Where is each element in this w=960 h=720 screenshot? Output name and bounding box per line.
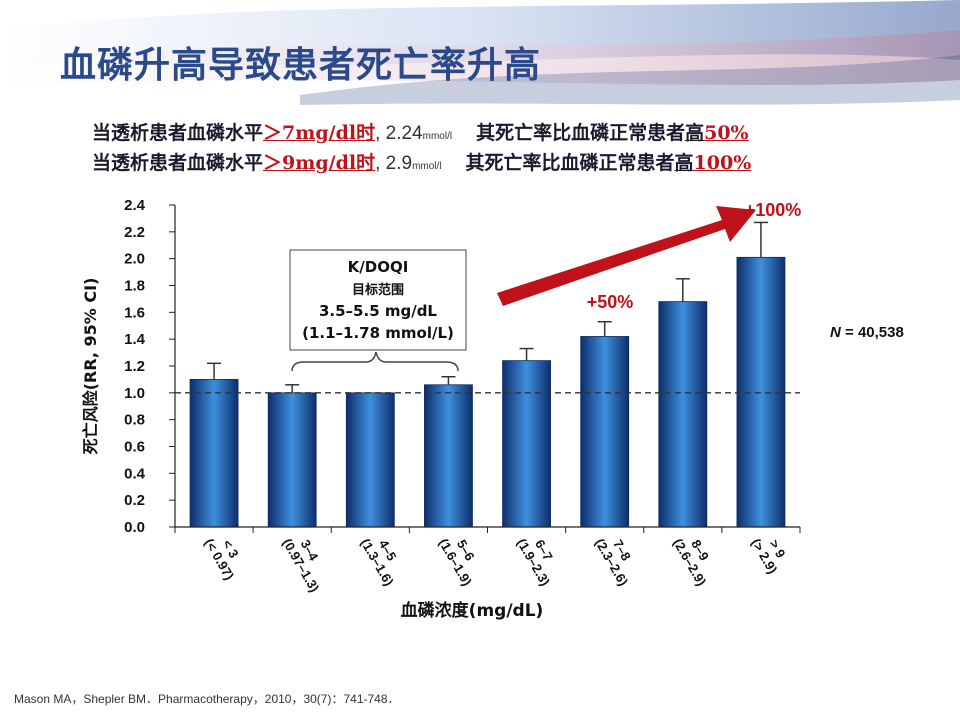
- statement-1-mmol: 2.24: [385, 123, 423, 144]
- statement-2-mmol: 2.9: [385, 153, 413, 174]
- statement-2: 当透析患者血磷水平＞9mg/dl时, 2.9mmol/l 其死亡率比血磷正常患者高…: [92, 148, 751, 175]
- y-tick-label: 1.2: [124, 358, 145, 375]
- trend-arrow: [497, 206, 756, 306]
- x-tick-label: 7–8(2.3–2.6): [592, 528, 644, 588]
- bar: [189, 379, 239, 528]
- y-tick-label: 1.6: [124, 304, 145, 321]
- header-wave-decoration: [0, 0, 960, 105]
- bar: [658, 301, 708, 528]
- statement-1-mmol-unit: mmol/l: [422, 131, 453, 142]
- statement-2-mmol-unit: mmol/l: [412, 161, 442, 172]
- label-plus100: +100%: [745, 200, 802, 220]
- y-tick-label: 0.0: [124, 519, 145, 536]
- statement-2-sep: ,: [375, 153, 381, 174]
- kdoqi-brace: [291, 351, 459, 372]
- kdoqi-box: [289, 249, 467, 351]
- x-axis-title: 血磷浓度(mg/dL): [401, 600, 544, 621]
- bar: [580, 336, 630, 528]
- y-tick-label: 2.4: [124, 197, 146, 214]
- statement-1-gao: 高: [685, 122, 705, 144]
- kdoqi-title: K/DOQI: [348, 258, 409, 276]
- bar: [502, 360, 551, 528]
- bar: [345, 392, 395, 528]
- statement-2-prefix: 当透析患者血磷水平: [92, 152, 264, 174]
- statement-2-threshold: ＞9mg/dl时: [263, 152, 376, 174]
- x-tick-label: > 9(> 2.9): [748, 528, 793, 576]
- sample-size-value: = 40,538: [841, 324, 904, 341]
- x-tick-label: 5–6(1.6–1.9): [436, 528, 488, 588]
- kdoqi-range-mmol: (1.1–1.78 mmol/L): [302, 324, 454, 342]
- statement-2-clause: 其死亡率比血磷正常患者: [465, 152, 675, 174]
- y-tick-label: 2.0: [124, 251, 145, 268]
- y-tick-label: 1.4: [124, 331, 146, 348]
- bar: [267, 392, 317, 528]
- y-tick-label: 0.4: [124, 465, 146, 482]
- statement-2-pct: 100%: [693, 152, 752, 174]
- y-axis-title: 死亡风险(RR, 95% CI): [81, 278, 100, 455]
- page-title: 血磷升高导致患者死亡率升高: [60, 45, 542, 86]
- y-tick-label: 1.0: [124, 385, 145, 402]
- sample-size-label: N = 40,538: [830, 324, 904, 341]
- x-tick-label: < 3(< 0.97): [201, 528, 250, 582]
- statement-1-threshold: ＞7mg/dl时: [263, 122, 376, 144]
- y-tick-label: 0.6: [124, 439, 145, 456]
- statement-1-pct: 50%: [704, 122, 749, 144]
- x-tick-label: 4–5(1.3–1.6): [358, 528, 410, 588]
- x-tick-label: 3–4(0.97–1.3): [280, 528, 336, 594]
- kdoqi-range-mg: 3.5–5.5 mg/dL: [319, 302, 437, 320]
- statement-1-prefix: 当透析患者血磷水平: [92, 122, 264, 144]
- label-plus50: +50%: [587, 292, 634, 312]
- x-tick-label: 8–9(2.6–2.9): [670, 528, 722, 588]
- bar-chart: 0.0 0.2 0.4 0.6 0.8 1.0 1.2 1.4 1.6 1.8 2.0 2.2 2.4 死…: [81, 197, 904, 621]
- statement-1-sep: ,: [375, 123, 381, 144]
- statement-2-gao: 高: [674, 152, 694, 174]
- y-tick-label: 0.8: [124, 412, 145, 429]
- sample-size-n: N: [830, 324, 842, 341]
- y-tick-label: 1.8: [124, 278, 145, 295]
- statement-1: 当透析患者血磷水平＞7mg/dl时, 2.24mmol/l 其死亡率比血磷正常患者…: [92, 118, 749, 145]
- bar: [736, 256, 786, 528]
- bar: [424, 384, 473, 528]
- statement-1-clause: 其死亡率比血磷正常患者: [476, 122, 686, 144]
- y-tick-label: 0.2: [124, 492, 145, 509]
- reference-citation: Mason MA，Shepler BM．Pharmacotherapy，2010…: [14, 692, 400, 706]
- x-tick-label: 6–7(1.9–2.3): [514, 528, 566, 588]
- y-tick-label: 2.2: [124, 224, 145, 241]
- kdoqi-subtitle: 目标范围: [352, 282, 404, 298]
